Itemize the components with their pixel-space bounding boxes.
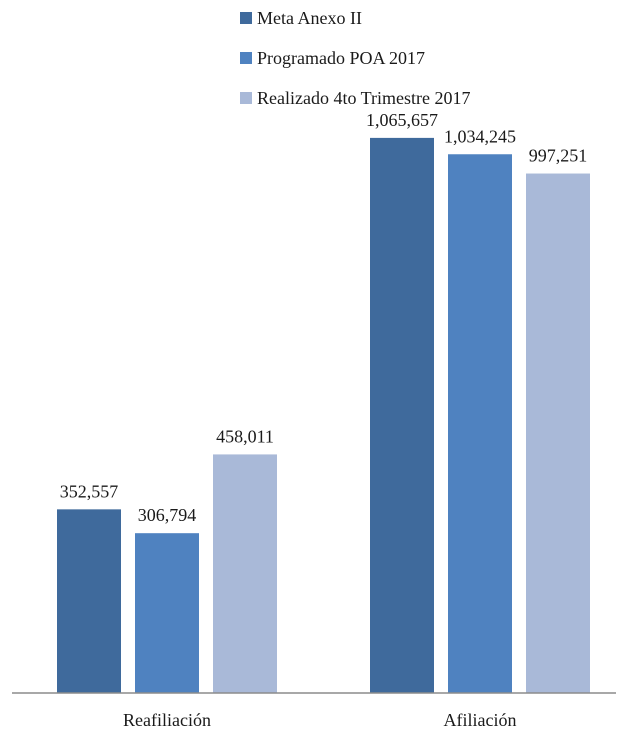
- legend-label-meta-anexo-ii: Meta Anexo II: [257, 8, 362, 28]
- legend-swatch-meta-anexo-ii: [240, 12, 252, 24]
- data-label-afiliacion-programado-poa-2017: 1,034,245: [444, 126, 516, 146]
- x-tick-label-reafiliacion: Reafiliación: [123, 710, 211, 730]
- legend-label-realizado-4to-trimestre-2017: Realizado 4to Trimestre 2017: [257, 88, 470, 108]
- x-tick-labels-group: Reafiliación Afiliación: [123, 710, 516, 730]
- data-labels-group: 352,557 306,794 458,011 1,065,657 1,034,245 9…: [60, 110, 588, 525]
- legend: Meta Anexo II Programado POA 2017 Realizad…: [240, 8, 470, 108]
- legend-swatch-programado-poa-2017: [240, 52, 252, 64]
- bar-afiliacion-programado-poa-2017: [448, 154, 512, 693]
- x-tick-label-afiliacion: Afiliación: [444, 710, 517, 730]
- legend-swatch-realizado-4to-trimestre-2017: [240, 92, 252, 104]
- data-label-afiliacion-realizado-4to-trimestre-2017: 997,251: [529, 146, 588, 166]
- bar-reafiliacion-meta-anexo-ii: [57, 509, 121, 693]
- data-label-reafiliacion-realizado-4to-trimestre-2017: 458,011: [216, 426, 274, 446]
- legend-label-programado-poa-2017: Programado POA 2017: [257, 48, 425, 68]
- bar-afiliacion-meta-anexo-ii: [370, 137, 434, 693]
- bars-group: [57, 137, 590, 693]
- data-label-reafiliacion-programado-poa-2017: 306,794: [138, 505, 197, 525]
- bar-afiliacion-realizado-4to-trimestre-2017: [526, 173, 590, 693]
- bar-reafiliacion-programado-poa-2017: [135, 533, 199, 693]
- data-label-reafiliacion-meta-anexo-ii: 352,557: [60, 481, 119, 501]
- data-label-afiliacion-meta-anexo-ii: 1,065,657: [366, 110, 438, 130]
- bar-reafiliacion-realizado-4to-trimestre-2017: [213, 454, 277, 693]
